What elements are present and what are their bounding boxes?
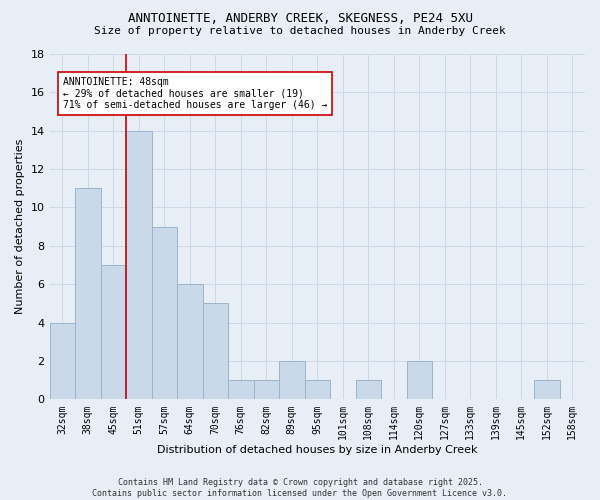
Text: ANNTOINETTE, ANDERBY CREEK, SKEGNESS, PE24 5XU: ANNTOINETTE, ANDERBY CREEK, SKEGNESS, PE… xyxy=(128,12,473,26)
Text: Contains HM Land Registry data © Crown copyright and database right 2025.
Contai: Contains HM Land Registry data © Crown c… xyxy=(92,478,508,498)
Bar xyxy=(177,284,203,400)
Bar xyxy=(75,188,101,400)
Bar xyxy=(126,130,152,400)
Bar xyxy=(228,380,254,400)
Text: Size of property relative to detached houses in Anderby Creek: Size of property relative to detached ho… xyxy=(94,26,506,36)
Bar xyxy=(407,361,432,400)
Bar xyxy=(254,380,279,400)
Bar xyxy=(101,265,126,400)
Bar xyxy=(279,361,305,400)
X-axis label: Distribution of detached houses by size in Anderby Creek: Distribution of detached houses by size … xyxy=(157,445,478,455)
Bar xyxy=(534,380,560,400)
Bar xyxy=(50,322,75,400)
Bar xyxy=(356,380,381,400)
Bar xyxy=(152,226,177,400)
Y-axis label: Number of detached properties: Number of detached properties xyxy=(15,139,25,314)
Text: ANNTOINETTE: 48sqm
← 29% of detached houses are smaller (19)
71% of semi-detache: ANNTOINETTE: 48sqm ← 29% of detached hou… xyxy=(63,77,327,110)
Bar xyxy=(203,304,228,400)
Bar xyxy=(305,380,330,400)
